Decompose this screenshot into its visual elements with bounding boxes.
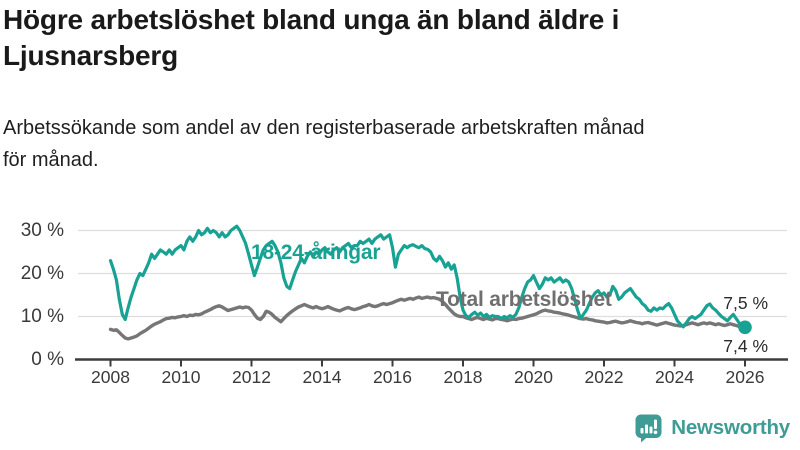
x-tick-label: 2008 <box>91 367 130 387</box>
bar-chart-speech-bubble-icon <box>635 414 662 442</box>
x-axis-ticks <box>109 359 746 367</box>
x-axis <box>75 358 788 367</box>
page-subtitle-line1: Arbetssökande som andel av den registerb… <box>3 117 645 139</box>
total-series-label: Total arbetslöshet <box>436 288 612 311</box>
brand-name: Newsworthy <box>671 416 790 439</box>
gridlines <box>78 229 787 318</box>
x-tick-label: 2016 <box>373 367 412 387</box>
page-title-line1: Högre arbetslöshet bland unga än bland ä… <box>3 4 620 35</box>
x-tick-label: 2018 <box>443 367 483 387</box>
total-end-value-label: 7,4 % <box>723 336 768 356</box>
page-title: Högre arbetslöshet bland unga än bland ä… <box>3 2 723 74</box>
page-subtitle-line2: för månad. <box>3 149 99 171</box>
youth-end-value-label: 7,5 % <box>723 293 768 313</box>
x-tick-label: 2012 <box>232 367 271 387</box>
newsworthy-logo: Newsworthy <box>635 413 790 443</box>
youth-series-label: 18-24-åringar <box>251 241 381 264</box>
y-tick-label: 10 % <box>20 305 64 327</box>
youth-line <box>108 224 747 329</box>
y-tick-label: 30 % <box>20 219 64 241</box>
x-tick-label: 2024 <box>655 367 694 387</box>
x-tick-label: 2010 <box>161 367 201 387</box>
y-tick-label: 20 % <box>20 262 64 284</box>
x-tick-label: 2026 <box>725 367 765 387</box>
x-tick-label: 2020 <box>514 367 553 387</box>
x-tick-label: 2022 <box>584 367 624 387</box>
series-end-dot <box>738 320 752 335</box>
total-line <box>108 295 747 341</box>
series-layer <box>108 224 752 341</box>
y-tick-label: 0 % <box>31 348 64 370</box>
page-subtitle: Arbetssökande som andel av den registerb… <box>3 112 783 176</box>
x-tick-label: 2014 <box>302 367 342 387</box>
page-title-line2: Ljusnarsberg <box>3 40 178 71</box>
